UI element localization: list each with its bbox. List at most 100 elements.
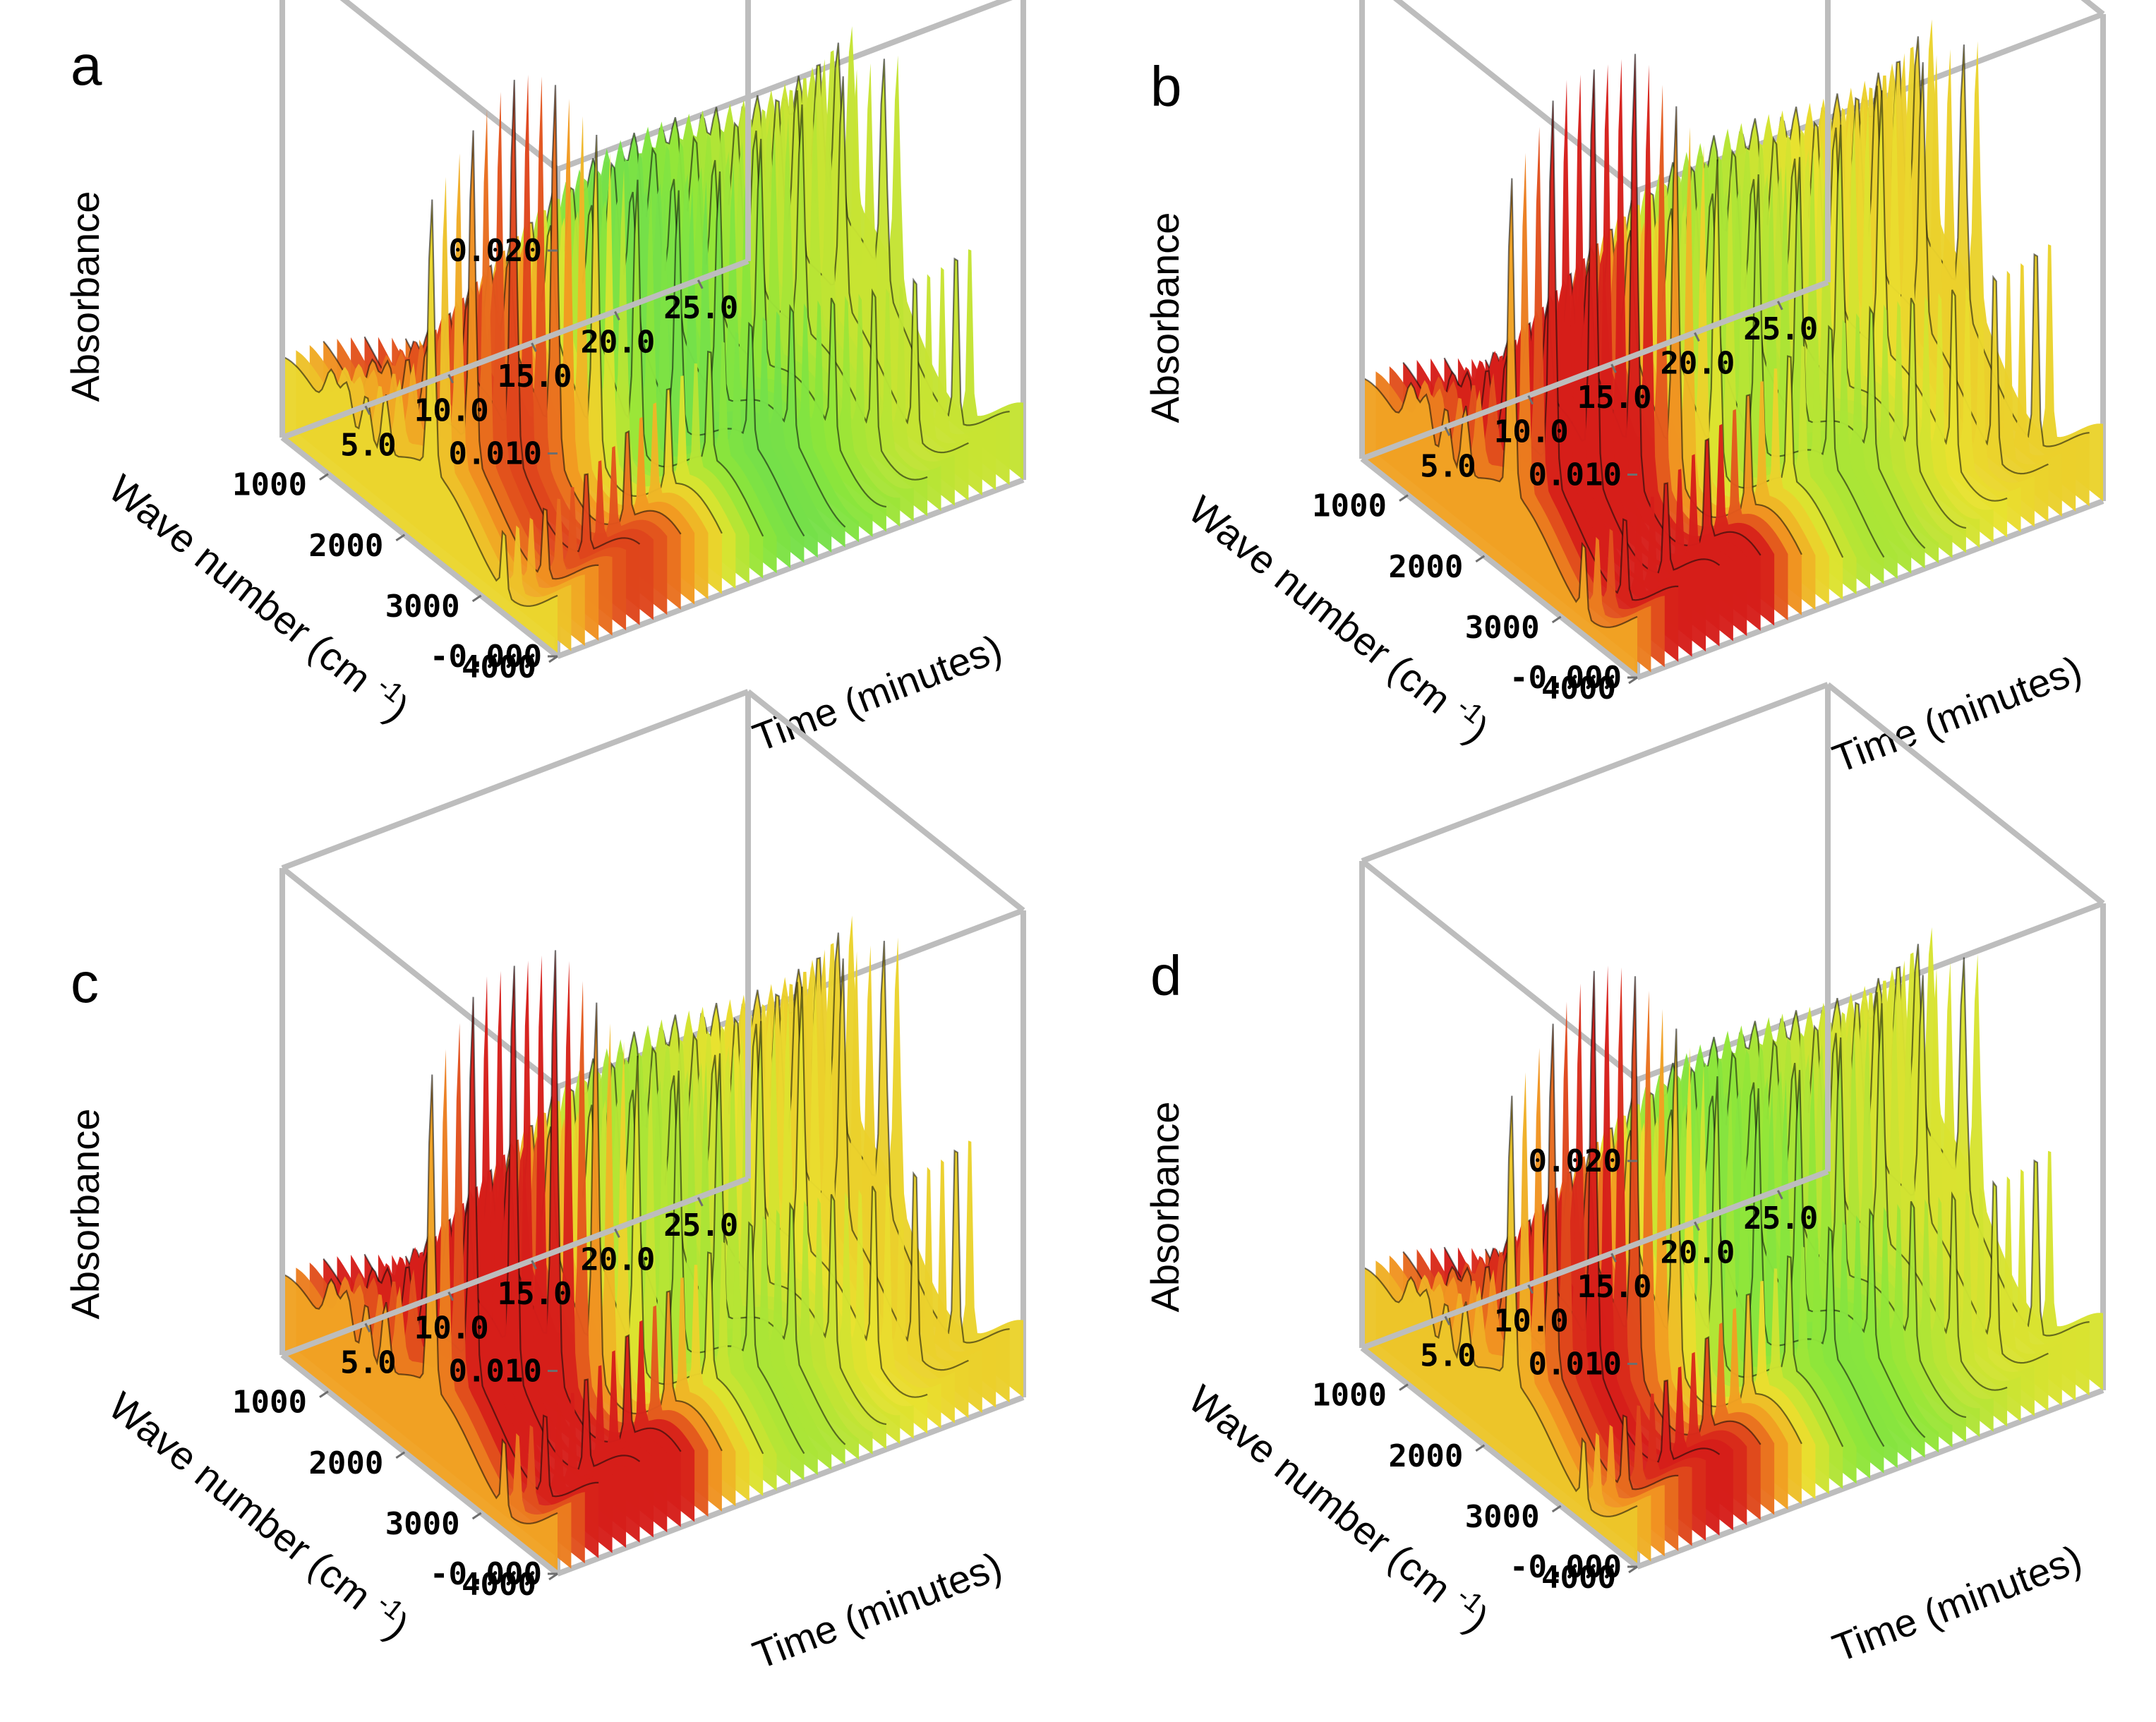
y-tick-label: 20.0	[580, 1241, 655, 1277]
y-tick-label: 20.0	[580, 324, 655, 360]
y-tick-mark	[531, 1260, 537, 1270]
y-tick-mark	[364, 1323, 371, 1333]
z-tick-label: -0.000	[430, 1556, 542, 1592]
x-tick-label: 2000	[1388, 549, 1463, 585]
box-edge-back	[2080, 0, 2105, 17]
z-tick-label: -0.000	[430, 639, 542, 675]
y-tick-label: 15.0	[498, 359, 572, 395]
x-tick-mark	[1475, 1444, 1486, 1452]
y-tick-label: 15.0	[1577, 380, 1652, 416]
z-tick-label: 0.020	[449, 233, 542, 269]
surface-contour	[1361, 178, 1638, 628]
z-tick-label: -0.000	[1510, 1549, 1622, 1585]
x-tick-label: 4000	[462, 649, 536, 685]
x-tick-mark	[1628, 1565, 1638, 1574]
x-tick-mark	[471, 1512, 482, 1520]
x-tick-mark	[1399, 494, 1409, 502]
y-tick-label: 15.0	[498, 1276, 572, 1312]
x-tick-mark	[1551, 1505, 1562, 1513]
x-tick-label: 4000	[1541, 670, 1616, 706]
z-axis-title: Absorbance	[63, 1109, 107, 1320]
box-edge-front	[281, 258, 749, 440]
box-edge-front	[1361, 1169, 1829, 1351]
absorbance-surface	[1361, 19, 2103, 678]
y-tick-mark	[1694, 332, 1700, 342]
x-tick-label: 2000	[308, 528, 383, 564]
y-tick-label: 25.0	[663, 1208, 738, 1244]
y-tick-mark	[1776, 301, 1783, 311]
z-tick-label: -0.000	[1510, 660, 1622, 696]
y-tick-mark	[447, 374, 454, 384]
x-tick-label: 3000	[385, 1506, 460, 1542]
x-tick-mark	[319, 473, 329, 481]
surface-slice	[1362, 1095, 1637, 1567]
z-tick-label: 0.010	[1529, 1347, 1622, 1383]
y-tick-label: 5.0	[340, 427, 396, 463]
y-tick-mark	[447, 1292, 454, 1301]
z-tick-label: 0.010	[1529, 457, 1622, 493]
y-tick-mark	[1444, 426, 1451, 437]
y-tick-mark	[1694, 1221, 1700, 1232]
x-tick-label: 3000	[1465, 610, 1540, 646]
x-tick-mark	[548, 1572, 558, 1581]
y-tick-mark	[1527, 395, 1534, 405]
y-axis-title: Time (minutes)	[1826, 1536, 2088, 1670]
y-tick-mark	[1527, 1284, 1534, 1294]
y-axis-title: Time (minutes)	[747, 1543, 1008, 1678]
y-tick-mark	[1776, 1190, 1783, 1200]
y-tick-label: 5.0	[1420, 1337, 1476, 1373]
x-tick-mark	[1551, 615, 1562, 624]
panel-letter: d	[1150, 944, 1182, 1007]
y-tick-label: 10.0	[414, 393, 489, 429]
y-tick-mark	[531, 342, 537, 352]
x-tick-mark	[471, 594, 482, 603]
box-edge-back	[1826, 682, 2105, 906]
x-tick-label: 2000	[308, 1445, 383, 1481]
y-tick-label: 5.0	[1420, 448, 1476, 484]
surface-contour	[1361, 1095, 1638, 1517]
x-tick-mark	[548, 655, 558, 663]
box-edge-front	[1361, 279, 1829, 462]
x-tick-label: 4000	[462, 1567, 536, 1603]
x-tick-label: 1000	[1312, 488, 1387, 524]
absorbance-surface	[282, 915, 1023, 1574]
y-tick-label: 15.0	[1577, 1269, 1652, 1305]
x-tick-label: 1000	[232, 1385, 307, 1421]
y-tick-label: 10.0	[1494, 1303, 1569, 1339]
y-tick-label: 25.0	[663, 290, 738, 326]
z-axis-title: Absorbance	[63, 191, 107, 402]
x-tick-label: 1000	[1312, 1378, 1387, 1414]
x-tick-mark	[319, 1390, 329, 1398]
y-tick-mark	[697, 279, 704, 289]
x-tick-mark	[1399, 1383, 1409, 1391]
panel-letter: a	[71, 34, 102, 97]
x-tick-mark	[1475, 555, 1486, 563]
y-axis-title: Time (minutes)	[747, 626, 1008, 760]
x-tick-label: 4000	[1541, 1560, 1616, 1596]
y-tick-mark	[614, 1228, 620, 1239]
y-tick-mark	[364, 405, 371, 416]
y-tick-label: 5.0	[340, 1344, 396, 1380]
y-tick-mark	[1444, 1315, 1451, 1326]
surface-contour	[282, 199, 558, 607]
box-edge-back	[339, 0, 560, 172]
y-tick-mark	[614, 311, 620, 321]
panel-letter: b	[1150, 55, 1182, 118]
x-tick-label: 2000	[1388, 1438, 1463, 1474]
y-tick-label: 20.0	[1660, 345, 1735, 381]
x-tick-label: 1000	[232, 467, 307, 503]
x-tick-mark	[1628, 676, 1638, 685]
y-tick-label: 10.0	[1494, 414, 1569, 450]
x-tick-label: 3000	[385, 589, 460, 625]
surface-slice	[282, 199, 558, 656]
box-edge-front	[281, 1176, 749, 1358]
y-tick-mark	[1610, 1253, 1617, 1263]
z-axis-title: Absorbance	[1143, 1102, 1187, 1313]
z-axis-title: Absorbance	[1143, 212, 1187, 423]
z-tick-label: 0.010	[449, 436, 542, 472]
